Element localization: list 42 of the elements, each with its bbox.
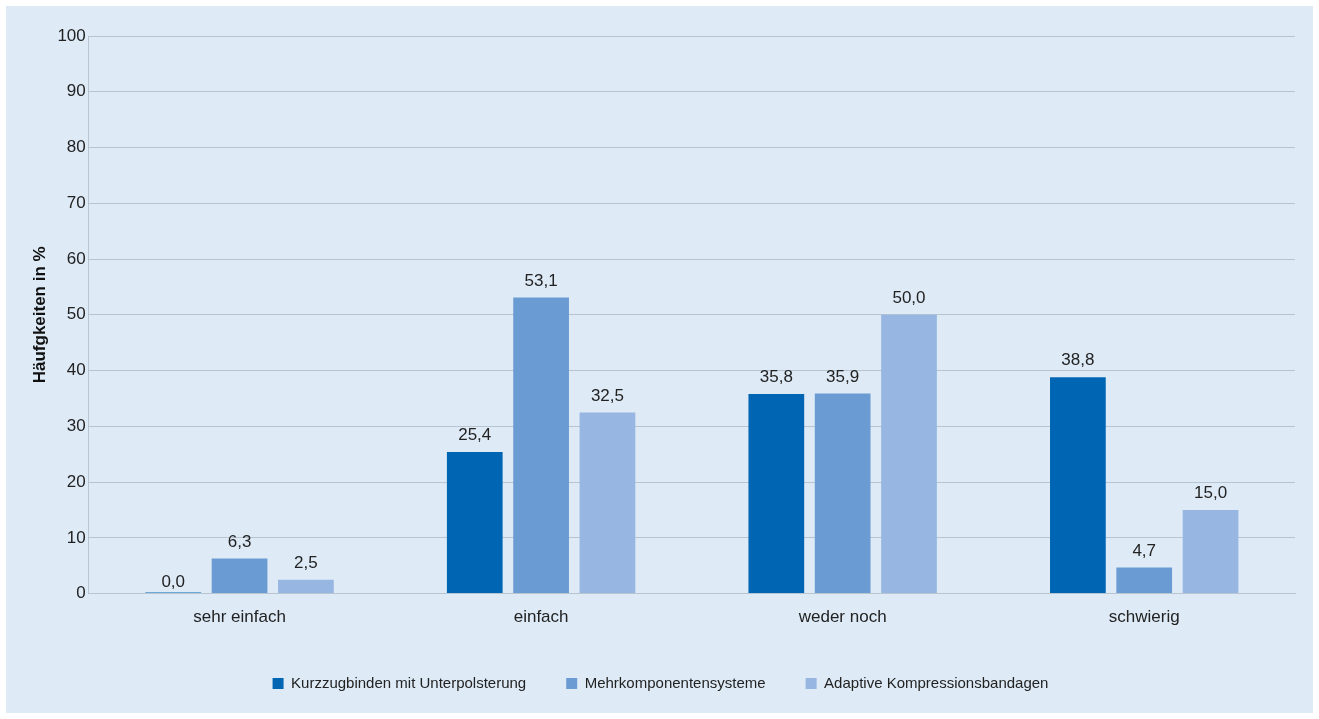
x-tick-label: sehr einfach: [193, 607, 286, 627]
bar: [1116, 567, 1173, 594]
data-label: 25,4: [458, 425, 492, 445]
bar: [881, 314, 937, 594]
bar: [579, 412, 636, 594]
y-tick-label: 0: [76, 583, 86, 603]
data-label: 38,8: [1061, 350, 1095, 370]
y-tick-label: 50: [66, 304, 86, 324]
data-label: 2,5: [294, 552, 318, 572]
legend-label: Mehrkomponentensysteme: [584, 673, 766, 691]
legend-label: Kurzzugbinden mit Unterpolsterung: [291, 673, 527, 691]
data-label: 35,8: [759, 367, 793, 387]
bar: [446, 451, 503, 594]
y-tick-label: 20: [66, 471, 86, 491]
y-tick-label: 10: [66, 527, 86, 547]
x-tick-label: einfach: [513, 607, 569, 627]
bar: [1182, 509, 1239, 594]
data-label: 4,7: [1132, 540, 1157, 560]
legend-label: Adaptive Kompressionsbandagen: [824, 673, 1049, 691]
data-label: 50,0: [892, 287, 926, 307]
y-tick-label: 30: [66, 416, 86, 436]
y-tick-label: 80: [66, 137, 86, 157]
y-tick-label: 100: [57, 25, 86, 45]
bar: [748, 393, 805, 594]
y-tick-label: 60: [66, 248, 86, 268]
y-axis-title: Häufgkeiten in %: [29, 246, 49, 384]
y-tick-label: 90: [66, 81, 86, 101]
bar: [814, 393, 871, 594]
data-label: 15,0: [1194, 483, 1228, 503]
bar: [1050, 377, 1106, 594]
y-tick-label: 40: [66, 360, 86, 380]
data-label: 0,0: [161, 571, 186, 591]
bar: [513, 297, 569, 594]
data-label: 35,9: [826, 366, 860, 386]
x-tick-label: weder noch: [797, 607, 887, 627]
data-label: 32,5: [590, 385, 624, 405]
data-label: 6,3: [227, 531, 252, 551]
data-label: 53,1: [524, 270, 558, 290]
bar: [211, 558, 268, 594]
bar: [278, 579, 334, 594]
x-tick-label: schwierig: [1108, 607, 1180, 627]
y-tick-label: 70: [66, 192, 86, 212]
